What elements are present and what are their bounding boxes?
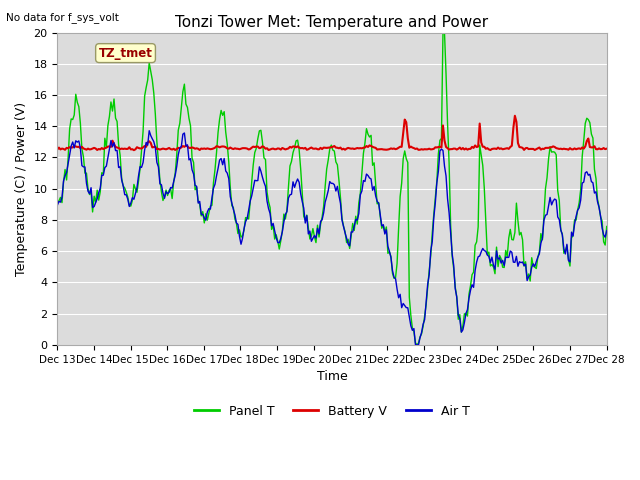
Panel T bbox=[245, 216, 253, 222]
Battery V bbox=[121, 146, 129, 152]
Air T bbox=[575, 205, 583, 211]
Line: Battery V: Battery V bbox=[58, 116, 607, 150]
Line: Panel T: Panel T bbox=[58, 33, 607, 345]
Title: Tonzi Tower Met: Temperature and Power: Tonzi Tower Met: Temperature and Power bbox=[175, 15, 488, 30]
Panel T bbox=[236, 227, 243, 233]
Air T bbox=[237, 241, 245, 247]
Air T bbox=[246, 198, 254, 204]
Y-axis label: Temperature (C) / Power (V): Temperature (C) / Power (V) bbox=[15, 102, 28, 276]
Battery V bbox=[130, 147, 138, 153]
Panel T bbox=[439, 30, 447, 36]
Panel T bbox=[575, 200, 583, 205]
Panel T bbox=[121, 185, 129, 191]
Battery V bbox=[219, 144, 227, 149]
Panel T bbox=[294, 137, 301, 143]
Text: No data for f_sys_volt: No data for f_sys_volt bbox=[6, 12, 119, 23]
Panel T bbox=[217, 108, 225, 113]
Battery V bbox=[246, 146, 254, 152]
Panel T bbox=[413, 342, 421, 348]
Air T bbox=[603, 228, 611, 234]
Battery V bbox=[575, 145, 583, 151]
Air T bbox=[121, 192, 129, 198]
Battery V bbox=[603, 146, 611, 152]
X-axis label: Time: Time bbox=[317, 370, 348, 383]
Air T bbox=[54, 202, 61, 208]
Air T bbox=[295, 180, 303, 185]
Legend: Panel T, Battery V, Air T: Panel T, Battery V, Air T bbox=[189, 399, 475, 422]
Panel T bbox=[54, 200, 61, 206]
Battery V bbox=[295, 144, 303, 150]
Text: TZ_tmet: TZ_tmet bbox=[99, 47, 152, 60]
Line: Air T: Air T bbox=[58, 131, 607, 345]
Battery V bbox=[511, 113, 519, 119]
Battery V bbox=[54, 146, 61, 152]
Air T bbox=[413, 342, 421, 348]
Air T bbox=[219, 162, 227, 168]
Panel T bbox=[603, 224, 611, 229]
Battery V bbox=[237, 146, 245, 152]
Air T bbox=[145, 128, 153, 133]
